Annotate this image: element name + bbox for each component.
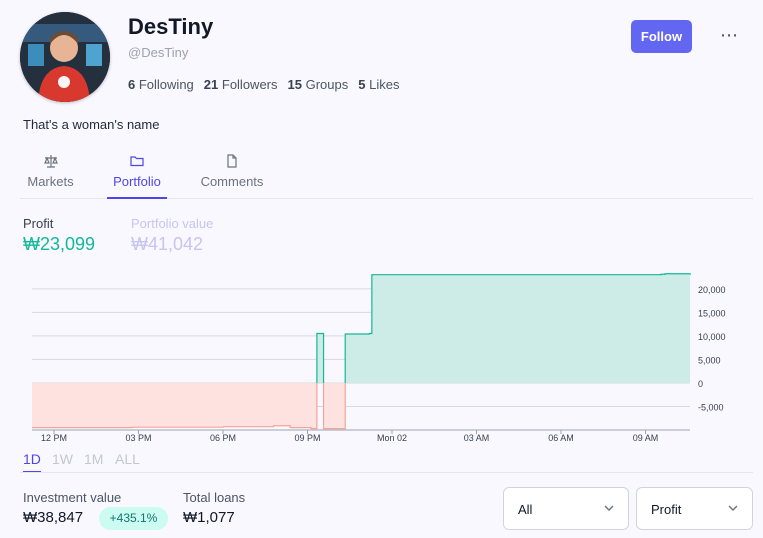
filter-type-value: All (518, 502, 533, 517)
tab-markets[interactable]: Markets (20, 150, 81, 199)
investment-value-label: Investment value (23, 490, 122, 505)
chevron-down-icon (728, 505, 738, 511)
profile-handle: @DesTiny (128, 45, 189, 60)
total-loans-label: Total loans (183, 490, 246, 505)
document-icon (227, 154, 237, 168)
total-loans-value: ₩1,077 (183, 509, 235, 526)
profit-chart-svg: 20,000 15,000 10,000 5,000 0 -5,000 12 PM 03 PM… (32, 273, 726, 443)
profit-chart: 20,000 15,000 10,000 5,000 0 -5,000 12 PM 03 PM… (0, 270, 763, 450)
profit-area-positive (32, 273, 691, 383)
profit-label: Profit (23, 216, 54, 231)
chevron-down-icon (604, 505, 614, 511)
folder-icon (130, 156, 144, 167)
range-1m[interactable]: 1M (84, 451, 104, 467)
range-1w[interactable]: 1W (52, 451, 73, 467)
follow-button[interactable]: Follow (631, 20, 692, 53)
tab-comments[interactable]: Comments (199, 150, 265, 199)
y-tick-label: 20,000 (698, 285, 726, 295)
x-tick-label: 09 PM (294, 433, 320, 443)
portfolio-value[interactable]: ₩41,042 (131, 234, 204, 254)
profile-stats: 6 Following 21 Followers 15 Groups 5 Lik… (128, 77, 399, 92)
y-tick-label: 10,000 (698, 332, 726, 342)
profit-line-negative (32, 382, 346, 430)
filter-metric-select[interactable]: Profit (636, 487, 753, 530)
filter-type-select[interactable]: All (503, 487, 629, 530)
x-tick-label: 06 AM (548, 433, 574, 443)
portfolio-value-label[interactable]: Portfolio value (131, 216, 214, 231)
profit-area-negative (32, 382, 346, 429)
y-tick-label: 15,000 (698, 308, 726, 318)
stat-likes[interactable]: 5 Likes (358, 77, 400, 92)
profit-line-positive (316, 273, 691, 383)
range-1d[interactable]: 1D (23, 451, 41, 473)
tab-portfolio[interactable]: Portfolio (107, 150, 167, 199)
stat-groups[interactable]: 15 Groups (287, 77, 349, 92)
y-tick-label: 5,000 (698, 355, 721, 365)
profile-bio: That's a woman's name (23, 117, 160, 132)
y-tick-label: -5,000 (698, 402, 724, 412)
y-tick-label: 0 (698, 379, 703, 389)
avatar (20, 12, 110, 102)
stat-followers[interactable]: 21 Followers (203, 77, 278, 92)
profile-tabs: Markets Portfolio Comments (20, 150, 753, 199)
x-tick-label: 12 PM (41, 433, 67, 443)
range-all[interactable]: ALL (115, 451, 140, 467)
range-divider (20, 472, 753, 473)
profile-name: DesTiny (128, 14, 214, 39)
more-options-icon[interactable]: ⋯ (714, 24, 744, 48)
stat-following[interactable]: 6 Following (128, 77, 194, 92)
x-tick-label: Mon 02 (377, 433, 407, 443)
x-tick-label: 03 PM (125, 433, 151, 443)
x-tick-label: 03 AM (464, 433, 490, 443)
x-tick-label: 06 PM (210, 433, 236, 443)
investment-value: ₩38,847 (23, 509, 84, 526)
filter-metric-value: Profit (651, 502, 682, 517)
x-tick-label: 09 AM (633, 433, 659, 443)
investment-change-badge: +435.1% (99, 507, 168, 530)
scale-icon (43, 155, 58, 168)
profit-value: ₩23,099 (23, 234, 96, 254)
